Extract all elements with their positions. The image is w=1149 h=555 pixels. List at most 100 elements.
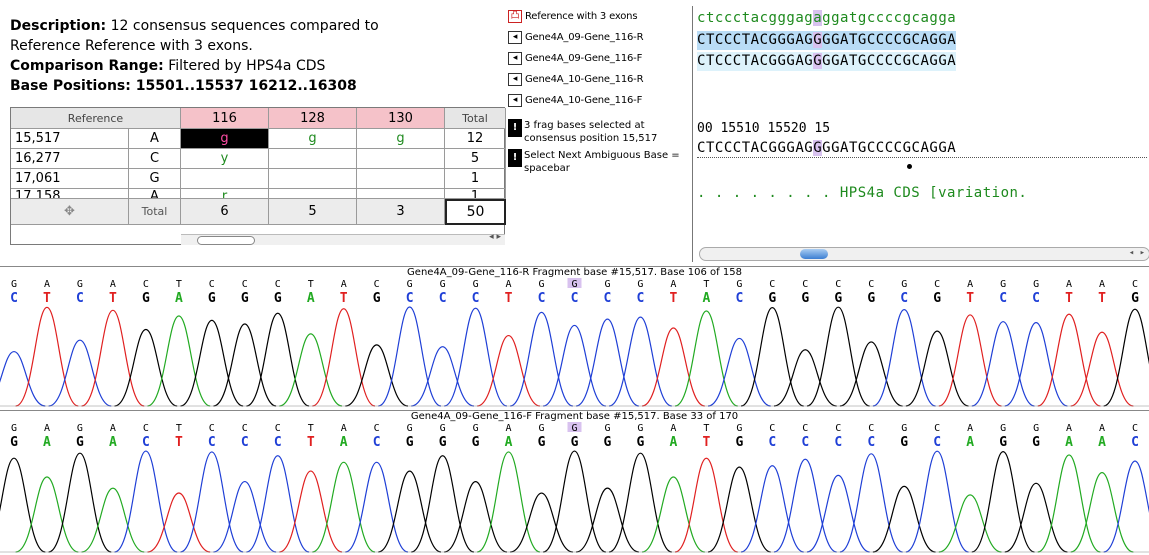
sequence-base[interactable]: T (741, 140, 751, 156)
sequence-base[interactable]: A (947, 140, 957, 156)
sequence-base[interactable]: G (929, 32, 939, 48)
sequence-base[interactable]: G (902, 53, 912, 69)
sequence-base[interactable]: G (831, 32, 840, 48)
sequence-base[interactable]: C (697, 140, 706, 156)
sequence-base[interactable]: g (831, 10, 840, 26)
sequence-base[interactable]: g (804, 10, 814, 26)
sequence-base[interactable]: c (759, 10, 769, 26)
sequence-base[interactable]: G (857, 32, 867, 48)
move-handle-icon[interactable]: ✥ (11, 199, 129, 225)
header-col-130[interactable]: 130 (357, 108, 445, 129)
sequence-base[interactable]: G (813, 140, 823, 156)
cell-total[interactable]: 5 (445, 149, 506, 169)
sequence-base[interactable]: G (938, 53, 948, 69)
sequence-base[interactable]: A (920, 32, 930, 48)
scroll-arrows-icon[interactable]: ◂ ▸ (1128, 248, 1145, 258)
sequence-base[interactable]: c (911, 10, 921, 26)
cell-116[interactable] (181, 169, 269, 189)
cell-128[interactable] (269, 189, 357, 199)
sequence-base[interactable]: C (884, 140, 894, 156)
sequence-base[interactable]: t (848, 10, 858, 26)
sequence-base[interactable]: a (795, 10, 805, 26)
sequence-base[interactable]: a (947, 10, 957, 26)
sequence-base[interactable]: C (723, 32, 733, 48)
sequence-base[interactable]: G (902, 140, 912, 156)
sequence-base[interactable]: C (697, 53, 706, 69)
cell-130[interactable] (357, 169, 445, 189)
sequence-base[interactable]: G (857, 140, 867, 156)
sequence-base[interactable]: C (875, 140, 885, 156)
sequence-base[interactable]: A (750, 32, 760, 48)
sequence-base[interactable]: G (786, 140, 796, 156)
scroll-thumb[interactable] (800, 249, 828, 259)
cell-130[interactable] (357, 189, 445, 199)
sequence-base[interactable]: A (840, 32, 849, 48)
sequence-base[interactable]: G (786, 32, 796, 48)
sequence-base[interactable]: C (723, 140, 733, 156)
fragment-sequence-1[interactable]: CTCCCTACGGGAGGGGATGCCCCGCAGGA (697, 31, 957, 50)
sequence-base[interactable]: c (714, 10, 724, 26)
sequence-base[interactable]: t (705, 10, 715, 26)
fragment-row[interactable]: ◂ Gene4A_09-Gene_116-R (508, 27, 690, 48)
sequence-base[interactable]: T (741, 32, 751, 48)
sequence-base[interactable]: C (875, 53, 885, 69)
sequence-base[interactable]: G (804, 53, 814, 69)
sequence-base[interactable]: G (768, 53, 778, 69)
sequence-base[interactable]: C (866, 32, 876, 48)
sequence-base[interactable]: C (866, 53, 876, 69)
cell-128[interactable] (269, 169, 357, 189)
sequence-base[interactable]: C (875, 32, 885, 48)
sequence-base[interactable]: G (777, 53, 787, 69)
sequence-base[interactable]: A (920, 53, 930, 69)
consensus-sequence[interactable]: CTCCCTACGGGAGGGGATGCCCCGCAGGA (697, 139, 956, 158)
sequence-base[interactable]: a (750, 10, 760, 26)
sequence-base[interactable]: G (768, 140, 778, 156)
sequence-base[interactable]: C (732, 140, 742, 156)
cell-128[interactable] (269, 149, 357, 169)
sequence-base[interactable]: C (759, 32, 769, 48)
sequence-base[interactable]: C (884, 32, 894, 48)
sequence-base[interactable]: G (777, 32, 787, 48)
sequence-base[interactable]: G (804, 140, 814, 156)
sequence-base[interactable]: g (786, 10, 796, 26)
sequence-base[interactable]: G (929, 140, 939, 156)
fragment-row[interactable]: ◂ Gene4A_10-Gene_116-R (508, 69, 690, 90)
cell-116[interactable]: r (181, 189, 269, 199)
sequence-base[interactable]: G (804, 32, 814, 48)
sequence-base[interactable]: C (759, 53, 769, 69)
header-total[interactable]: Total (445, 108, 506, 129)
sequence-base[interactable]: C (714, 32, 724, 48)
sequence-base[interactable]: T (848, 32, 858, 48)
sequence-base[interactable]: A (947, 32, 957, 48)
fragment-sequence-2[interactable]: CTCCCTACGGGAGGGGATGCCCCGCAGGA (697, 52, 957, 71)
sequence-base[interactable]: G (786, 53, 796, 69)
sequence-base[interactable]: g (822, 10, 832, 26)
row-position[interactable]: 16,277 (11, 149, 129, 169)
scroll-arrows-icon[interactable]: ◂ ▸ (489, 232, 501, 242)
fragment-row[interactable]: 凸 Reference with 3 exons (508, 6, 690, 27)
sequence-base[interactable]: A (840, 53, 849, 69)
sequence-base[interactable]: C (732, 53, 742, 69)
sequence-base[interactable]: A (795, 140, 805, 156)
sequence-base[interactable]: c (697, 10, 706, 26)
sequence-base[interactable]: G (813, 32, 823, 48)
sequence-horizontal-scrollbar[interactable]: ◂ ▸ (699, 247, 1149, 261)
sequence-base[interactable]: t (741, 10, 751, 26)
cell-130[interactable]: g (357, 129, 445, 149)
row-position[interactable]: 17,158 (11, 189, 129, 199)
sequence-base[interactable]: G (831, 140, 840, 156)
next-ambiguous-hint[interactable]: Select Next Ambiguous Base = spacebar (524, 150, 680, 174)
cell-total[interactable]: 1 (445, 189, 506, 199)
sequence-base[interactable]: T (848, 53, 858, 69)
sequence-base[interactable]: C (723, 53, 733, 69)
sequence-base[interactable]: T (848, 140, 858, 156)
table-horizontal-scrollbar[interactable]: ◂ ▸ (181, 232, 505, 245)
cell-total[interactable]: 12 (445, 129, 506, 149)
sequence-base[interactable]: A (750, 140, 760, 156)
sequence-base[interactable]: c (893, 10, 903, 26)
sequence-base[interactable]: C (893, 140, 903, 156)
sequence-base[interactable]: G (777, 140, 787, 156)
fragment-row[interactable]: ◂ Gene4A_10-Gene_116-F (508, 90, 690, 111)
feature-annotation[interactable]: . . . . . . . . HPS4a CDS [variation. (697, 185, 1028, 201)
fragment-row[interactable]: ◂ Gene4A_09-Gene_116-F (508, 48, 690, 69)
